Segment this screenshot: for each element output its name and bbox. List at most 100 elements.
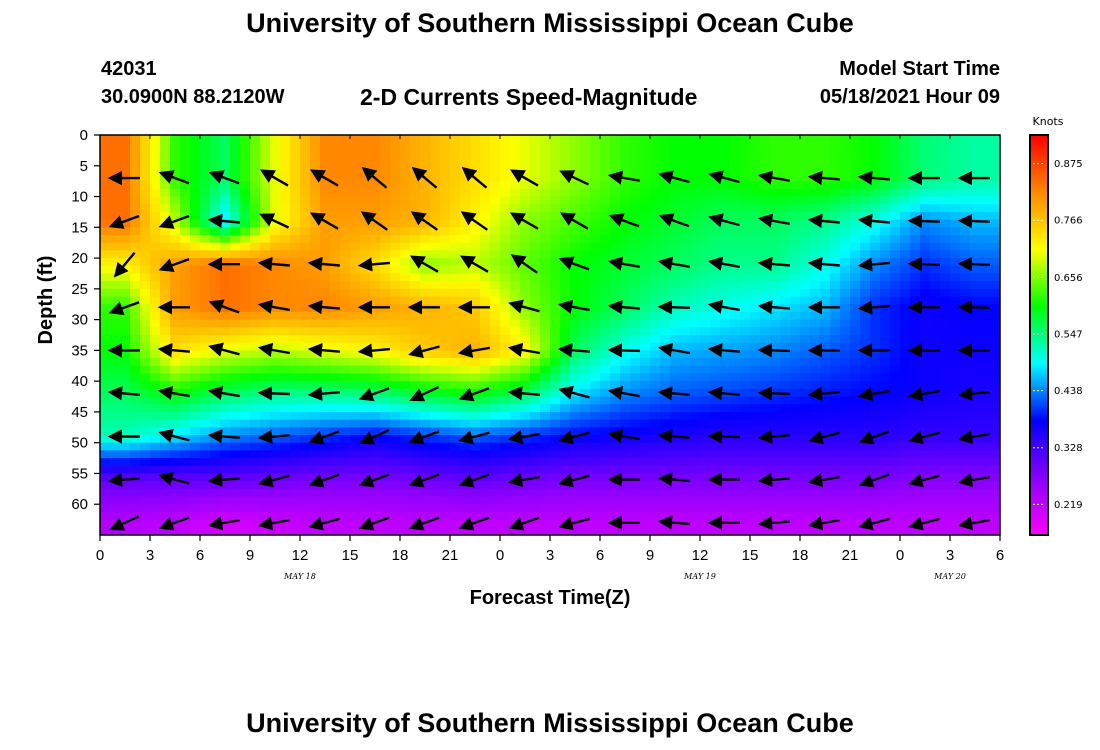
current-vector bbox=[507, 473, 541, 488]
heatmap-cell bbox=[240, 335, 251, 344]
heatmap-cell bbox=[370, 265, 381, 275]
current-vector bbox=[757, 472, 791, 488]
heatmap-cell bbox=[870, 258, 881, 267]
heatmap-cell bbox=[540, 158, 551, 167]
heatmap-cell bbox=[920, 404, 931, 413]
heatmap-cell bbox=[210, 135, 221, 144]
heatmap-cell bbox=[790, 196, 801, 205]
heatmap-cell bbox=[960, 211, 971, 221]
heatmap-cell bbox=[390, 219, 401, 228]
heatmap-cell bbox=[470, 142, 481, 151]
heatmap-cell bbox=[120, 204, 131, 213]
heatmap-cell bbox=[880, 365, 891, 375]
heatmap-cell bbox=[370, 473, 381, 482]
heatmap-cell bbox=[910, 158, 921, 167]
heatmap-cell bbox=[870, 496, 881, 505]
heatmap-cell bbox=[400, 404, 411, 413]
heatmap-cell bbox=[390, 473, 401, 482]
heatmap-cell bbox=[170, 288, 181, 298]
heatmap-cell bbox=[860, 165, 871, 175]
heatmap-cell bbox=[970, 204, 981, 213]
heatmap-cell bbox=[380, 158, 391, 167]
heatmap-cell bbox=[640, 496, 651, 505]
heatmap-cell bbox=[170, 219, 181, 228]
heatmap-cell bbox=[400, 250, 411, 259]
heatmap-cell bbox=[760, 196, 771, 205]
heatmap-cell bbox=[800, 242, 811, 251]
heatmap-cell bbox=[910, 350, 921, 359]
heatmap-cell bbox=[600, 227, 611, 236]
heatmap-cell bbox=[940, 142, 951, 151]
y-axis-title: Depth (ft) bbox=[35, 256, 57, 345]
heatmap-cell bbox=[480, 411, 491, 421]
heatmap-cell bbox=[780, 311, 791, 321]
heatmap-cell bbox=[690, 173, 701, 182]
heatmap-cell bbox=[440, 227, 451, 236]
heatmap-cell bbox=[550, 258, 561, 267]
heatmap-cell bbox=[790, 273, 801, 282]
heatmap-cell bbox=[520, 458, 531, 467]
heatmap-cell bbox=[910, 196, 921, 205]
heatmap-cell bbox=[450, 242, 461, 251]
heatmap-cell bbox=[150, 435, 161, 444]
heatmap-cell bbox=[800, 211, 811, 221]
heatmap-cell bbox=[380, 242, 391, 251]
heatmap-cell bbox=[520, 442, 531, 451]
heatmap-cell bbox=[730, 327, 741, 336]
y-tick-label: 40 bbox=[71, 373, 88, 390]
heatmap-cell bbox=[460, 327, 471, 336]
heatmap-cell bbox=[710, 488, 721, 498]
heatmap-cell bbox=[460, 450, 471, 459]
heatmap-cell bbox=[120, 365, 131, 375]
heatmap-cell bbox=[400, 358, 411, 367]
heatmap-cell bbox=[750, 227, 761, 236]
heatmap-cell bbox=[240, 373, 251, 382]
heatmap-cell bbox=[350, 265, 361, 275]
heatmap-cell bbox=[880, 519, 891, 528]
heatmap-cell bbox=[950, 173, 961, 182]
heatmap-cell bbox=[290, 288, 301, 298]
heatmap-cell bbox=[890, 442, 901, 451]
heatmap-cell bbox=[160, 319, 171, 328]
heatmap-cell bbox=[350, 211, 361, 221]
heatmap-cell bbox=[510, 427, 521, 436]
heatmap-cell bbox=[600, 404, 611, 413]
heatmap-cell bbox=[100, 288, 111, 298]
heatmap-cell bbox=[460, 458, 471, 467]
heatmap-cell bbox=[420, 465, 431, 475]
heatmap-cell bbox=[200, 188, 211, 198]
current-vector bbox=[757, 256, 791, 272]
heatmap-cell bbox=[500, 365, 511, 375]
heatmap-cell bbox=[380, 504, 391, 513]
heatmap-cell bbox=[740, 288, 751, 298]
heatmap-cell bbox=[320, 365, 331, 375]
heatmap-cell bbox=[440, 358, 451, 367]
heatmap-cell bbox=[620, 235, 631, 244]
heatmap-cell bbox=[570, 419, 581, 428]
heatmap-cell bbox=[600, 296, 611, 305]
heatmap-cell bbox=[130, 135, 141, 144]
heatmap-cell bbox=[730, 527, 741, 535]
heatmap-cell bbox=[620, 227, 631, 236]
current-vector bbox=[308, 430, 340, 445]
heatmap-cell bbox=[600, 219, 611, 228]
heatmap-cell bbox=[670, 273, 681, 282]
heatmap-cell bbox=[440, 135, 451, 144]
heatmap-cell bbox=[120, 296, 131, 305]
heatmap-cell bbox=[420, 373, 431, 382]
heatmap-cell bbox=[210, 227, 221, 236]
heatmap-cell bbox=[660, 458, 671, 467]
heatmap-cell bbox=[250, 204, 261, 213]
heatmap-cell bbox=[700, 219, 711, 228]
heatmap-cell bbox=[200, 404, 211, 413]
heatmap-cell bbox=[940, 358, 951, 367]
heatmap-cell bbox=[420, 481, 431, 490]
heatmap-cell bbox=[680, 158, 691, 167]
heatmap-cell bbox=[650, 219, 661, 228]
heatmap-cell bbox=[730, 396, 741, 405]
heatmap-cell bbox=[110, 188, 121, 198]
heatmap-cell bbox=[420, 504, 431, 513]
heatmap-cell bbox=[500, 342, 511, 351]
heatmap-cell bbox=[390, 273, 401, 282]
heatmap-cell bbox=[890, 196, 901, 205]
